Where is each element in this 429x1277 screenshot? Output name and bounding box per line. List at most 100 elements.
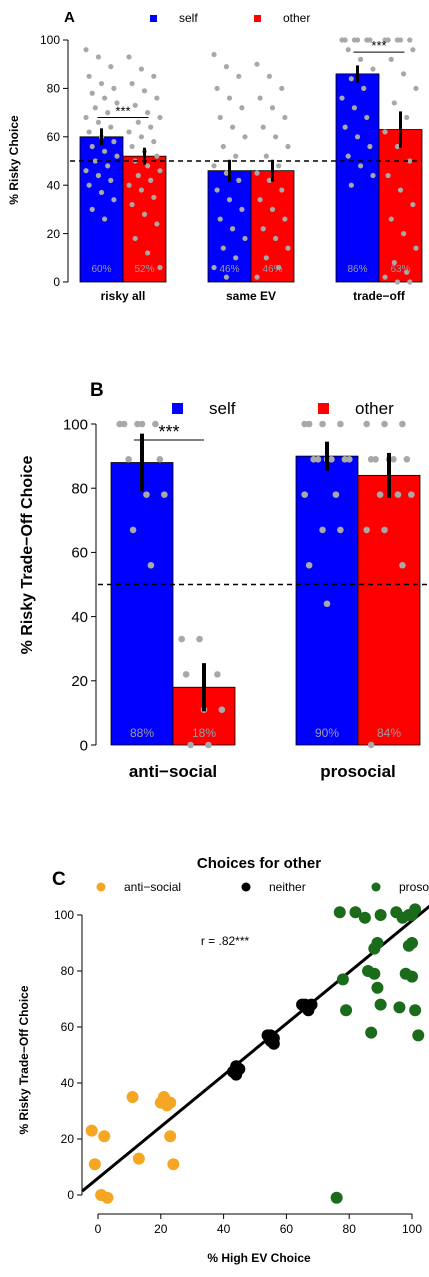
panel-b-data-point xyxy=(138,420,146,428)
panel-b-y-tick-label: 60 xyxy=(71,545,88,562)
panel-a-data-point xyxy=(220,143,226,150)
panel-a-significance-label: *** xyxy=(115,103,130,118)
panel-b-data-point xyxy=(218,706,226,713)
panel-c-legend-marker-prosocial xyxy=(371,882,381,892)
panel-c-point-neither xyxy=(264,1035,277,1047)
panel-a-data-point xyxy=(397,37,404,43)
panel-a-data-point xyxy=(144,250,151,256)
panel-b-data-point xyxy=(367,741,375,749)
panel-a-bar-value-label: 46% xyxy=(219,264,239,275)
panel-b-data-point xyxy=(314,456,322,463)
panel-b-bar-value-label: 18% xyxy=(192,726,216,740)
panel-b-data-point xyxy=(301,491,308,498)
panel-a-data-point xyxy=(361,85,367,91)
panel-b-data-point xyxy=(178,635,185,643)
panel-a-data-point xyxy=(86,73,92,79)
panel-a-data-point xyxy=(86,129,92,135)
panel-c-title: Choices for other xyxy=(197,855,321,872)
panel-c-point-prosocial xyxy=(336,973,349,986)
panel-c-legend-label-prosocial: prosocial xyxy=(399,880,429,894)
panel-a-data-point xyxy=(272,134,279,140)
panel-b-data-point xyxy=(346,456,353,463)
panel-a-data-point xyxy=(236,73,242,79)
panel-a: A % Risky Choice 0 20 40 60 80 100 60% 52% risky… xyxy=(7,9,423,303)
panel-a-data-point xyxy=(382,274,388,280)
panel-c-point-prosocial xyxy=(368,967,381,980)
panel-a-data-point xyxy=(135,172,141,179)
panel-c-point-prosocial xyxy=(374,909,387,921)
panel-a-data-point xyxy=(135,119,141,125)
panel-a-data-point xyxy=(407,37,413,43)
panel-b: B % Risky Trade−Off Choice 0 20 40 60 80 100 8… xyxy=(19,380,428,781)
panel-c-x-tick-label: 0 xyxy=(95,1222,102,1236)
panel-a-data-point xyxy=(151,194,157,200)
panel-a-category-label: trade−off xyxy=(353,289,406,303)
panel-a-bar-value-label: 52% xyxy=(134,264,154,275)
panel-b-data-point xyxy=(182,671,190,678)
panel-b-data-point xyxy=(305,420,313,428)
panel-c-y-tick-label: 0 xyxy=(67,1188,74,1202)
panel-a-data-point xyxy=(400,231,407,237)
panel-a-data-point xyxy=(101,95,108,101)
panel-a-data-point xyxy=(269,206,276,212)
panel-b-data-point xyxy=(120,420,128,428)
panel-a-data-point xyxy=(89,206,95,212)
panel-b-y-axis-label: % Risky Trade−Off Choice xyxy=(19,456,36,655)
panel-b-bar-value-label: 90% xyxy=(315,726,339,740)
panel-c-y-tick-label: 80 xyxy=(61,964,75,978)
panel-b-legend-swatch-other xyxy=(318,403,329,414)
panel-b-y-tick-label: 40 xyxy=(71,609,88,626)
panel-c-y-tick-label: 100 xyxy=(54,908,74,922)
panel-b-data-point xyxy=(161,491,168,498)
panel-a-data-point xyxy=(254,61,260,67)
panel-a-data-point xyxy=(272,235,279,242)
panel-a-data-point xyxy=(111,197,117,203)
panel-a-data-point xyxy=(95,172,102,179)
panel-c-point-prosocial xyxy=(340,1004,353,1017)
panel-a-data-point xyxy=(217,114,223,121)
panel-b-legend-label-other: other xyxy=(355,399,394,418)
panel-a-data-point xyxy=(220,245,226,251)
panel-c-point-prosocial xyxy=(406,970,418,983)
panel-a-data-point xyxy=(282,216,288,222)
panel-a-data-point xyxy=(111,85,117,91)
panel-a-data-point xyxy=(226,197,233,203)
panel-b-data-point xyxy=(156,456,164,463)
panel-a-data-point xyxy=(105,110,111,116)
panel-a-data-point xyxy=(394,279,401,285)
panel-c-point-prosocial xyxy=(333,906,346,919)
panel-b-data-point xyxy=(403,456,411,463)
panel-a-y-tick-label: 40 xyxy=(47,178,61,192)
panel-b-data-point xyxy=(125,456,132,463)
panel-b-data-point xyxy=(394,491,402,498)
panel-b-data-point xyxy=(372,456,379,463)
panel-c-letter: C xyxy=(52,869,66,890)
panel-a-data-point xyxy=(242,134,248,140)
panel-a-data-point xyxy=(404,269,410,275)
panel-a-data-point xyxy=(394,143,401,150)
panel-a-data-point xyxy=(83,168,89,174)
panel-a-data-point xyxy=(223,274,230,280)
panel-b-y-tick-label: 80 xyxy=(71,480,88,497)
panel-a-data-point xyxy=(385,172,391,179)
panel-b-data-point xyxy=(147,561,155,569)
panel-b-data-point xyxy=(408,491,415,498)
panel-c-point-anti−social xyxy=(98,1130,111,1143)
panel-a-data-point xyxy=(391,100,397,106)
panel-b-legend-swatch-self xyxy=(172,403,183,414)
panel-a-data-point xyxy=(151,139,157,145)
panel-c-legend-marker-anti−social xyxy=(96,882,106,892)
panel-a-data-point xyxy=(388,216,394,222)
panel-a-data-point xyxy=(229,124,236,130)
panel-b-data-point xyxy=(390,456,397,463)
panel-b-data-point xyxy=(381,420,388,428)
panel-a-data-point xyxy=(367,143,373,150)
panel-c-point-prosocial xyxy=(358,911,371,924)
panel-a-legend-swatch-other xyxy=(254,15,261,22)
panel-c-point-prosocial xyxy=(371,981,384,994)
panel-c-point-anti−social xyxy=(126,1091,139,1103)
panel-a-data-point xyxy=(154,95,160,101)
panel-a-bar-value-label: 46% xyxy=(262,264,282,275)
panel-b-letter: B xyxy=(90,380,104,401)
